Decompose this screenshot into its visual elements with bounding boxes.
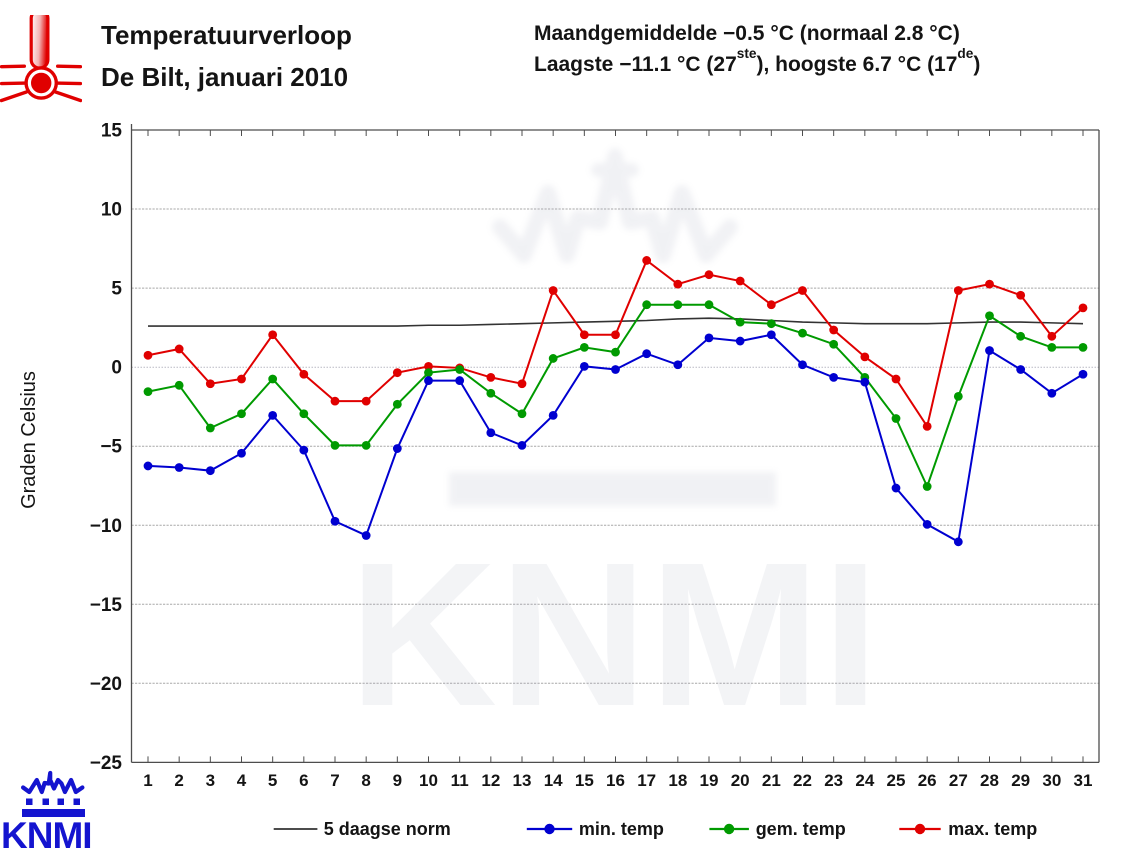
svg-text:29: 29 bbox=[1011, 771, 1030, 790]
svg-text:27: 27 bbox=[949, 771, 968, 790]
svg-text:18: 18 bbox=[668, 771, 687, 790]
svg-text:3: 3 bbox=[206, 771, 215, 790]
svg-text:1: 1 bbox=[143, 771, 152, 790]
svg-text:2: 2 bbox=[174, 771, 183, 790]
svg-text:22: 22 bbox=[793, 771, 812, 790]
svg-text:6: 6 bbox=[299, 771, 308, 790]
svg-text:25: 25 bbox=[887, 771, 906, 790]
svg-text:10: 10 bbox=[419, 771, 438, 790]
svg-text:−20: −20 bbox=[90, 674, 122, 695]
svg-text:KNMI: KNMI bbox=[349, 520, 881, 749]
svg-text:−15: −15 bbox=[90, 595, 123, 616]
svg-text:−5: −5 bbox=[100, 437, 122, 458]
svg-text:5: 5 bbox=[268, 771, 277, 790]
svg-text:15: 15 bbox=[101, 121, 123, 142]
svg-text:7: 7 bbox=[330, 771, 339, 790]
svg-text:17: 17 bbox=[637, 771, 656, 790]
svg-text:9: 9 bbox=[393, 771, 402, 790]
svg-text:13: 13 bbox=[513, 771, 532, 790]
svg-text:5 daagse norm: 5 daagse norm bbox=[324, 819, 451, 839]
svg-text:max. temp: max. temp bbox=[948, 819, 1037, 839]
svg-text:16: 16 bbox=[606, 771, 625, 790]
svg-text:min. temp: min. temp bbox=[579, 819, 664, 839]
svg-text:KNMI: KNMI bbox=[1, 815, 92, 853]
svg-text:12: 12 bbox=[481, 771, 500, 790]
svg-text:0: 0 bbox=[111, 358, 122, 379]
svg-text:5: 5 bbox=[111, 279, 122, 300]
svg-text:8: 8 bbox=[361, 771, 370, 790]
svg-text:26: 26 bbox=[918, 771, 937, 790]
svg-text:Graden Celsius: Graden Celsius bbox=[18, 371, 40, 509]
svg-text:30: 30 bbox=[1042, 771, 1061, 790]
svg-text:4: 4 bbox=[237, 771, 247, 790]
svg-text:24: 24 bbox=[855, 771, 874, 790]
svg-text:31: 31 bbox=[1074, 771, 1093, 790]
svg-text:11: 11 bbox=[451, 771, 469, 790]
svg-text:14: 14 bbox=[544, 771, 563, 790]
svg-text:21: 21 bbox=[762, 771, 781, 790]
svg-text:20: 20 bbox=[731, 771, 750, 790]
svg-text:gem. temp: gem. temp bbox=[756, 819, 846, 839]
svg-text:28: 28 bbox=[980, 771, 999, 790]
svg-text:10: 10 bbox=[101, 200, 122, 221]
svg-text:19: 19 bbox=[700, 771, 719, 790]
svg-text:−10: −10 bbox=[90, 516, 122, 537]
svg-text:15: 15 bbox=[575, 771, 594, 790]
svg-text:23: 23 bbox=[824, 771, 843, 790]
